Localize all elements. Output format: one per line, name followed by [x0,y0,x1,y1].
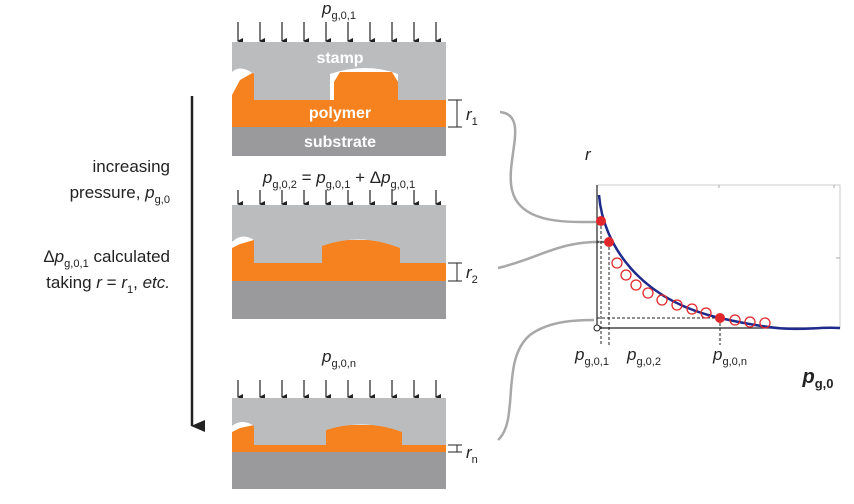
arrows-top [238,22,436,41]
frame-ticks [719,185,840,258]
text-part: r [585,145,592,164]
gap-label: rn [466,443,478,466]
polymer-label: polymer [309,105,371,122]
subscript: g,0,2 [636,356,661,368]
stamp-label: stamp [316,50,363,67]
pressure-label: pg,0,n [321,347,356,370]
x-axis-label: pg,0 [801,366,833,391]
gap-label: r2 [466,263,478,286]
text-part: etc. [143,273,170,292]
text-part: p [801,366,814,388]
subscript: g,0,1 [391,179,416,191]
text-part: p [54,247,64,266]
text-part: p [321,0,331,18]
left-text: Δpg,0,1 calculated [43,247,170,270]
subscript: 1 [472,116,478,128]
curve [599,195,840,329]
guide-lines [597,221,720,345]
substrate-label: substrate [304,134,376,151]
text-part: p [712,345,722,364]
text-part: p [315,168,325,187]
text-part: p [626,345,636,364]
pressure-label: pg,0,2 = pg,0,1 + Δpg,0,1 [262,168,415,191]
text-part: + Δ [350,168,381,187]
y-axis-label: r [585,145,592,164]
text-part: Δ [43,247,54,266]
subscript: g,0,n [331,358,356,370]
gap-bracket [448,263,462,281]
left-text: pressure, pg,0 [70,183,170,206]
panel-2: r2 pg,0,2 = pg,0,1 + Δpg,0,1 [232,168,478,319]
gap-label: r1 [466,105,478,128]
panel-1: stamp polymer substrate r1 pg,0,1 [232,0,478,156]
text-part: p [262,168,272,187]
origin [594,325,600,331]
subscript: g,0 [815,376,834,391]
text-part: taking [46,273,96,292]
text-part: p [380,168,390,187]
substrate [232,281,446,319]
gap-bracket [448,100,462,127]
left-text: increasing [93,157,171,176]
subscript: g,0,2 [272,179,297,191]
arrows-mid [238,190,436,204]
text-part: , [133,273,142,292]
gap-bracket [448,445,462,452]
text-part: increasing [93,157,171,176]
x-marker-label: pg,0,2 [626,345,661,368]
text-part: p [574,345,584,364]
text-part: p [321,347,331,366]
subscript: g,0,1 [584,356,609,368]
text-part: = [102,273,121,292]
text-part: pressure, [70,183,146,202]
plot-frame [597,185,840,328]
plot: r pg,0,1 pg,0,2 pg,0,n pg,0 [574,145,840,391]
substrate [232,452,446,489]
axes [597,185,840,328]
subscript: 2 [472,274,478,286]
x-marker-label: pg,0,n [712,345,747,368]
pressure-label: pg,0,1 [321,0,356,22]
subscript: g,0 [155,194,170,206]
text-part: calculated [89,247,170,266]
subscript: g,0,1 [331,10,356,22]
subscript: n [472,454,478,466]
x-marker-label: pg,0,1 [574,345,609,368]
arrows-bot [238,380,436,397]
subscript: g,0,1 [64,258,89,270]
left-text: taking r = r1, etc. [46,273,170,296]
text-part: p [144,183,154,202]
text-part: = [297,168,316,187]
diagram: stamp polymer substrate r1 pg,0,1 r2 pg,… [0,0,854,504]
key-points [596,216,725,323]
subscript: g,0,1 [326,179,351,191]
iterates [612,258,770,328]
panel-3: rn pg,0,n [232,347,478,489]
subscript: g,0,n [722,356,747,368]
